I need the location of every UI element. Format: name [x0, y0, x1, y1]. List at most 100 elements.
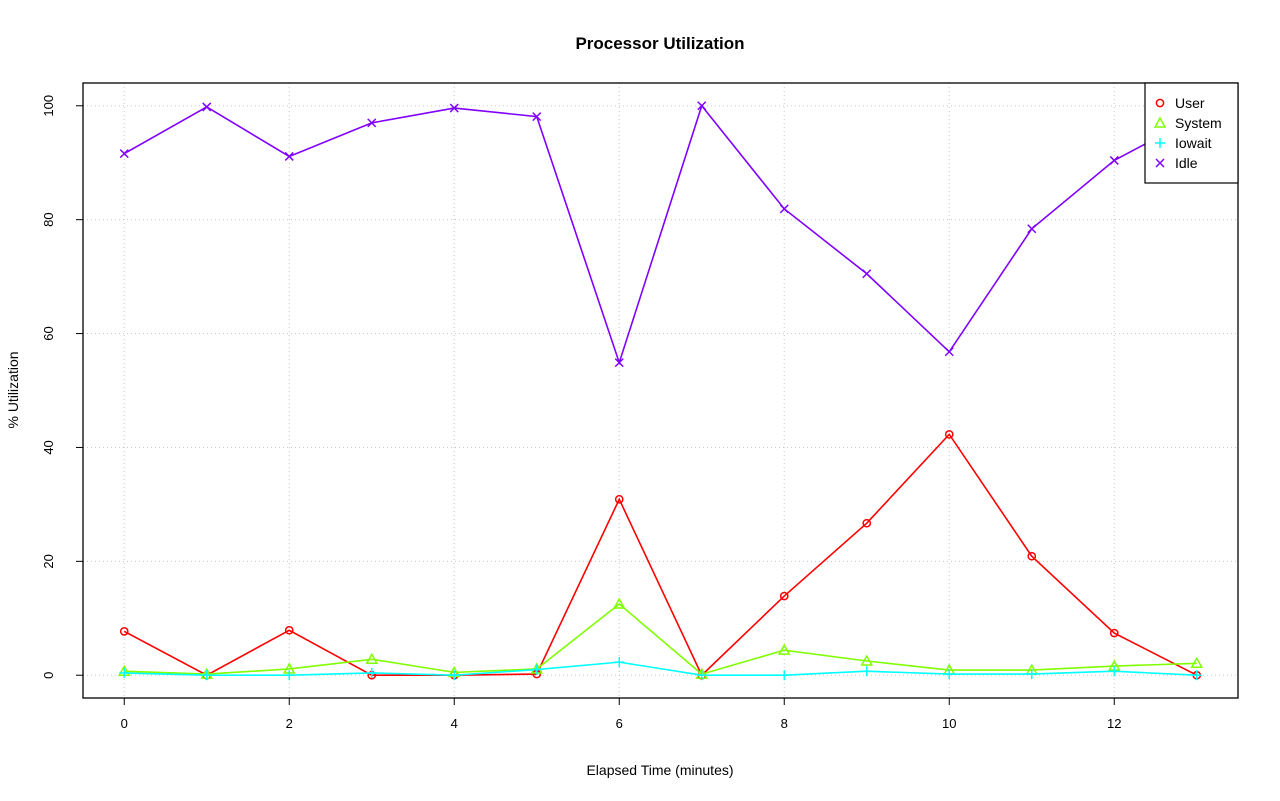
data-point-iowait [1191, 670, 1202, 681]
cross-marker-b [779, 204, 789, 214]
data-point-system [365, 652, 379, 665]
legend: User System Iowait Idle [1144, 82, 1239, 184]
cross-marker-b [449, 103, 459, 113]
series-iowait [119, 657, 1202, 681]
y-tick-label: 0 [41, 672, 56, 679]
data-point-iowait [531, 664, 542, 675]
cross-marker-b [862, 269, 872, 279]
data-point-user [1027, 551, 1037, 561]
cross-marker-b [944, 347, 954, 357]
data-point-idle [449, 103, 459, 113]
cross-marker-b [1109, 155, 1119, 165]
y-tick-label: 20 [41, 554, 56, 568]
data-point-iowait [1109, 666, 1120, 677]
data-point-iowait [696, 670, 707, 681]
cross-marker-b [1155, 158, 1165, 168]
series-line-user [123, 433, 1198, 677]
data-point-iowait [119, 667, 130, 678]
y-tick-label: 100 [41, 95, 56, 117]
data-point-idle [1027, 224, 1037, 234]
legend-label: Idle [1175, 155, 1198, 171]
data-point-idle [202, 102, 212, 112]
circle-marker [779, 591, 789, 601]
x-tick-label: 0 [121, 716, 128, 731]
cross-marker-b [367, 118, 377, 128]
data-point-system [612, 597, 626, 609]
circle-marker [862, 518, 872, 528]
y-tick-label: 40 [41, 440, 56, 454]
data-point-user [862, 518, 872, 528]
cross-marker-b [202, 102, 212, 112]
x-axis: 0 2 4 6 8 10 12 [121, 697, 1121, 731]
circle-marker [1109, 628, 1119, 638]
data-point-system [777, 643, 791, 655]
data-point-idle [1109, 155, 1119, 165]
series-line-idle [123, 104, 1198, 366]
x-tick-label: 8 [781, 716, 788, 731]
plot-frame [82, 82, 1239, 699]
grid [83, 83, 1238, 698]
triangle-marker [777, 643, 791, 655]
data-point-user [944, 429, 954, 439]
chart-title: Processor Utilization [575, 34, 744, 53]
legend-label: User [1175, 95, 1205, 111]
circle-marker [1027, 551, 1037, 561]
data-point-system [1190, 656, 1204, 669]
cross-marker-b [697, 101, 707, 111]
data-point-idle [862, 269, 872, 279]
data-point-iowait [366, 667, 377, 678]
cross-marker-b [614, 358, 624, 368]
cross-marker-b [284, 151, 294, 161]
legend-marker-system [1153, 116, 1167, 128]
data-point-idle [367, 118, 377, 128]
triangle-marker [612, 597, 626, 609]
data-point-idle [614, 358, 624, 368]
data-point-iowait [614, 657, 625, 668]
cross-marker-b [119, 149, 129, 159]
x-tick-label: 10 [942, 716, 956, 731]
y-axis-label: % Utilization [5, 351, 21, 428]
triangle-marker [860, 654, 874, 666]
data-point-system [860, 654, 874, 666]
circle-marker [614, 494, 624, 504]
data-point-user [779, 591, 789, 601]
data-point-user [119, 627, 129, 636]
legend-marker-iowait [1155, 138, 1165, 148]
x-tick-label: 4 [451, 716, 458, 731]
data-point-idle [532, 112, 542, 122]
triangle-marker [1153, 116, 1167, 128]
circle-marker [284, 625, 294, 635]
x-tick-label: 6 [616, 716, 623, 731]
series-idle [119, 101, 1202, 368]
data-point-iowait [944, 669, 955, 680]
legend-marker-user [1155, 98, 1165, 108]
data-point-iowait [284, 670, 295, 681]
data-point-iowait [1026, 669, 1037, 680]
data-point-idle [119, 149, 129, 159]
legend-marker-idle [1155, 158, 1165, 168]
x-tick-label: 2 [286, 716, 293, 731]
triangle-marker [365, 652, 379, 665]
circle-marker [119, 627, 129, 636]
series-group [117, 101, 1204, 681]
series-line-iowait [124, 661, 1197, 677]
y-tick-label: 60 [41, 326, 56, 340]
legend-label: Iowait [1175, 135, 1212, 151]
cross-marker-b [532, 112, 542, 122]
data-point-idle [284, 151, 294, 161]
cross-marker-b [1027, 224, 1037, 234]
triangle-marker [1190, 656, 1204, 669]
series-system [117, 597, 1204, 679]
y-axis: 0 20 40 60 80 100 [41, 95, 84, 679]
data-point-iowait [779, 670, 790, 681]
data-point-user [614, 494, 624, 504]
data-point-user [284, 625, 294, 635]
data-point-idle [944, 347, 954, 357]
data-point-iowait [201, 670, 212, 681]
circle-marker [1155, 98, 1165, 108]
x-axis-label: Elapsed Time (minutes) [586, 762, 733, 778]
series-user [119, 429, 1202, 680]
data-point-iowait [861, 666, 872, 677]
data-point-user [1109, 628, 1119, 638]
